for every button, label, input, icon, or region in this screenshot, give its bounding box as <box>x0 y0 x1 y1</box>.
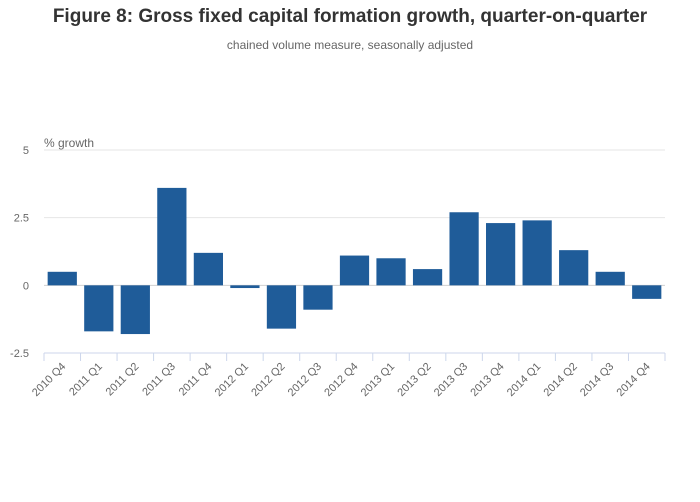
y-axis-label: % growth <box>44 136 94 150</box>
bar[interactable] <box>486 223 516 286</box>
chart-subtitle: chained volume measure, seasonally adjus… <box>226 38 474 52</box>
bar[interactable] <box>47 271 77 286</box>
bar[interactable] <box>449 212 479 286</box>
bar[interactable] <box>193 252 223 286</box>
x-tick-label: 2010 Q4 <box>30 361 68 399</box>
bars <box>47 187 662 335</box>
x-tick-label: 2011 Q2 <box>104 361 142 399</box>
bar[interactable] <box>84 285 114 332</box>
x-tick-label: 2014 Q4 <box>615 361 653 399</box>
x-tick-label: 2011 Q1 <box>67 361 105 399</box>
x-tick-label: 2011 Q4 <box>177 361 215 399</box>
x-tick-label: 2013 Q2 <box>395 361 433 399</box>
x-tick-label: 2012 Q3 <box>286 361 324 399</box>
x-tick-label: 2013 Q3 <box>432 361 470 399</box>
x-tick-label: 2014 Q2 <box>541 361 579 399</box>
x-tick-label: 2012 Q1 <box>213 361 251 399</box>
bar[interactable] <box>376 258 406 286</box>
x-tick-label: 2011 Q3 <box>140 361 178 399</box>
y-tick-label: 2.5 <box>14 213 29 225</box>
chart-title: Figure 8: Gross fixed capital formation … <box>52 6 648 27</box>
bar[interactable] <box>522 220 552 286</box>
bar[interactable] <box>266 285 297 329</box>
bar[interactable] <box>157 187 187 286</box>
x-tick-label: 2014 Q3 <box>578 361 616 399</box>
x-tick-label: 2012 Q2 <box>249 361 287 399</box>
x-tick-label: 2013 Q1 <box>359 361 397 399</box>
bar[interactable] <box>412 269 443 286</box>
bar[interactable] <box>595 271 625 286</box>
y-tick-label: 5 <box>23 145 29 157</box>
x-tick-label: 2012 Q4 <box>322 361 360 399</box>
x-tick-label: 2014 Q1 <box>505 361 543 399</box>
bar[interactable] <box>339 255 370 286</box>
bar[interactable] <box>632 285 662 299</box>
y-tick-label: 0 <box>23 280 29 292</box>
y-tick-label: -2.5 <box>10 348 29 360</box>
bar[interactable] <box>559 250 589 286</box>
x-tick-label: 2013 Q4 <box>468 361 506 399</box>
bar[interactable] <box>303 285 333 310</box>
bar[interactable] <box>230 285 260 289</box>
bar[interactable] <box>120 285 150 335</box>
